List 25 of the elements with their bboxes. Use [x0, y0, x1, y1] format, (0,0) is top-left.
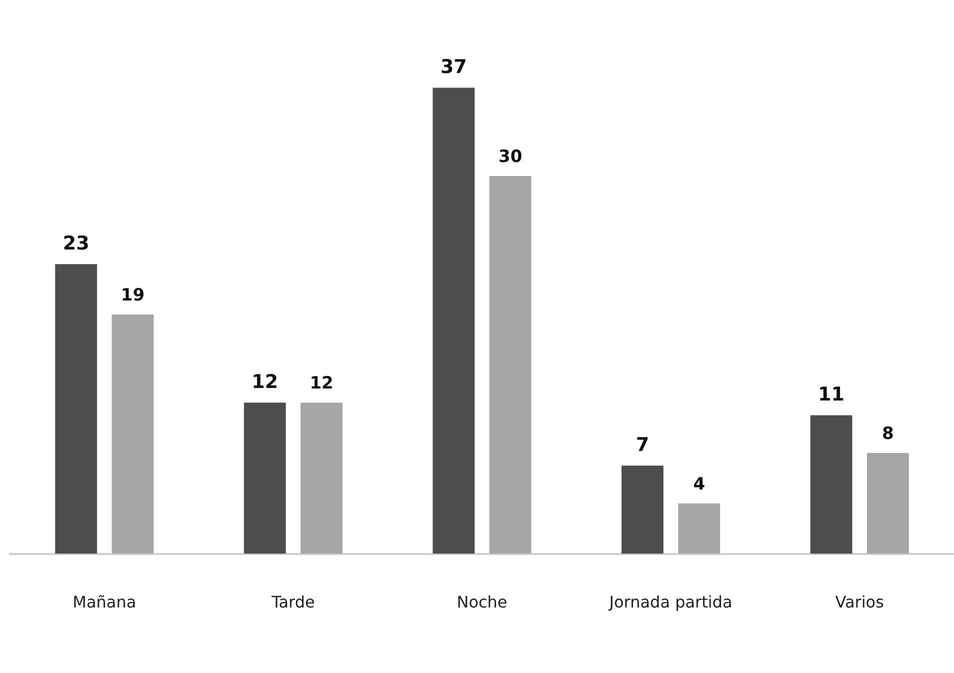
data-label: 37 — [440, 56, 467, 78]
bar — [489, 176, 532, 554]
x-tick-label: Tarde — [270, 592, 315, 612]
data-label: 12 — [310, 374, 334, 394]
bar — [55, 264, 98, 554]
x-tick-label: Varios — [835, 592, 884, 612]
data-label: 23 — [62, 232, 90, 255]
bar — [810, 415, 852, 554]
data-label: 30 — [498, 146, 522, 167]
data-label: 4 — [693, 474, 706, 494]
bar — [678, 503, 720, 554]
data-label: 8 — [882, 424, 894, 444]
x-tick-label: Mañana — [72, 592, 136, 612]
bar — [622, 466, 664, 554]
bar — [866, 453, 909, 554]
data-label: 11 — [818, 384, 845, 406]
x-tick-label: Jornada partida — [608, 592, 732, 612]
bar — [112, 314, 154, 554]
data-label: 7 — [636, 434, 650, 456]
bar — [244, 402, 286, 554]
data-label: 19 — [120, 285, 145, 306]
bar — [432, 88, 475, 554]
data-label: 12 — [252, 371, 278, 394]
bar — [300, 402, 342, 554]
x-tick-label: Noche — [456, 592, 508, 612]
